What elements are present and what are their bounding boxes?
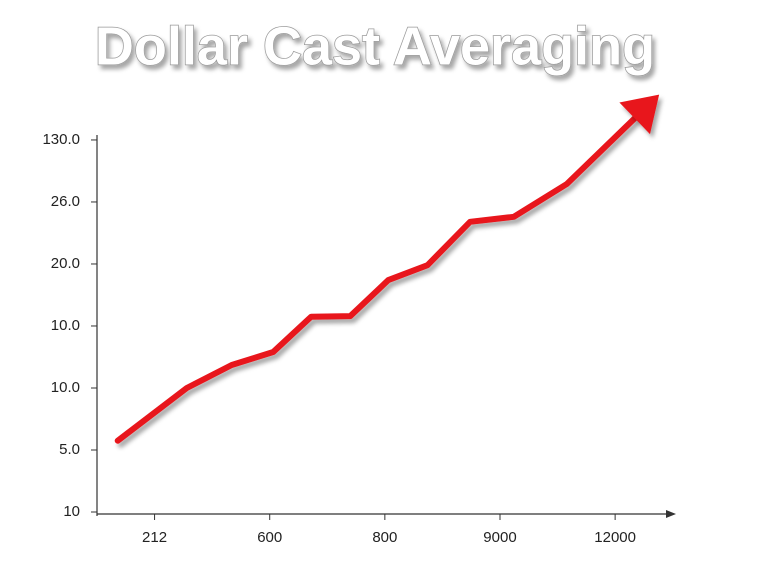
x-tick-label: 600 (257, 529, 282, 546)
y-tick-label: 20.0 (51, 255, 80, 272)
y-tick-label: 26.0 (51, 193, 80, 210)
y-tick-label: 10.0 (51, 317, 80, 334)
y-tick-label: 10 (63, 503, 80, 520)
x-tick-label: 9000 (483, 529, 516, 546)
x-tick-label: 12000 (594, 529, 636, 546)
x-tick-label: 212 (142, 529, 167, 546)
arrow-head (619, 94, 660, 135)
x-tick-label: 800 (372, 529, 397, 546)
chart-title: Dollar Cast Averaging (95, 16, 655, 76)
y-tick-label: 130.0 (42, 131, 80, 148)
x-axis-arrow (666, 510, 676, 518)
data-line (114, 115, 638, 444)
y-tick-label: 5.0 (59, 441, 80, 458)
y-tick-label: 10.0 (51, 379, 80, 396)
